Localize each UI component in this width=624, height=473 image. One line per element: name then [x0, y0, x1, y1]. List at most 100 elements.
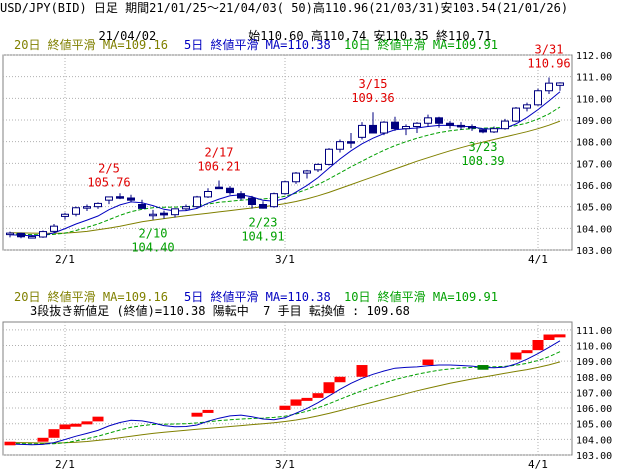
candle-body: [248, 197, 256, 205]
upper-y-tick-label: 103.00: [576, 246, 612, 257]
lower-y-tick-label: 105.00: [576, 420, 612, 431]
candle-body: [523, 104, 531, 109]
candle-body: [413, 122, 421, 127]
annotation-date: 2/10: [139, 227, 168, 241]
lower-y-tick-label: 106.00: [576, 404, 612, 415]
lower-y-tick-label: 104.00: [576, 435, 612, 446]
candle-body: [545, 82, 553, 92]
candle-body: [182, 206, 190, 210]
three-line-break-bar: [356, 365, 368, 377]
candle-body: [83, 206, 91, 209]
three-line-break-bar: [48, 429, 60, 438]
candle-body: [127, 197, 135, 201]
candle-body: [534, 90, 542, 106]
lower-x-tick-label: 2/1: [55, 458, 75, 471]
chart-title: USD/JPY(BID) 日足 期間21/01/25～21/04/03( 50)…: [0, 1, 569, 15]
candle-body: [468, 126, 476, 129]
candle-body: [50, 225, 58, 232]
three-line-break-bar: [4, 441, 16, 446]
upper-x-tick-label: 3/1: [275, 253, 295, 266]
candle-body: [39, 231, 47, 238]
ma10-line: [9, 106, 561, 236]
three-line-break-bar: [521, 350, 533, 354]
candle-body: [138, 204, 146, 209]
upper-y-tick-label: 108.00: [576, 138, 612, 149]
candle-body: [314, 163, 322, 171]
candle-body: [149, 213, 157, 217]
candle-body: [446, 122, 454, 126]
candle-body: [259, 204, 267, 209]
three-line-break-bar: [312, 393, 324, 398]
three-line-break-bar: [532, 339, 544, 351]
upper-y-tick-label: 107.00: [576, 159, 612, 170]
last-bar-info: 21/04/02 始110.60 高110.74 安110.35 終110.71: [0, 15, 491, 43]
candle-body: [270, 193, 278, 208]
three-line-break-bar: [334, 376, 346, 383]
candle-body: [435, 117, 443, 124]
three-line-break-bar: [279, 405, 291, 410]
annotation-value: 106.21: [197, 159, 240, 173]
lower-plot-frame: [2, 321, 573, 456]
annotation-value: 104.91: [241, 230, 284, 244]
upper-y-tick-label: 112.00: [576, 51, 612, 62]
lower-ma20-line: [9, 361, 561, 444]
candle-body: [226, 187, 234, 194]
candle-body: [369, 124, 377, 134]
three-line-break-bar: [81, 421, 93, 425]
lower-ma10-legend: 10日 終値平滑 MA=109.91: [344, 290, 498, 304]
candle-body: [116, 196, 124, 199]
lower-y-tick-label: 108.00: [576, 373, 612, 384]
lower-y-tick-label: 107.00: [576, 388, 612, 399]
three-line-break-info: 3段抜き新値足 (終値)=110.38 陽転中 7 手目 転換値 : 109.6…: [30, 304, 410, 318]
three-line-break-bar: [290, 399, 302, 406]
ma10-legend: 10日 終値平滑 MA=109.91: [344, 38, 498, 52]
candle-body: [490, 128, 498, 133]
candle-body: [292, 172, 300, 183]
three-line-break-bar: [59, 424, 71, 430]
three-line-break-bar: [92, 416, 104, 422]
annotation-date: 2/23: [249, 216, 278, 230]
candle-body: [215, 186, 223, 190]
upper-y-tick-label: 105.00: [576, 203, 612, 214]
candle-body: [512, 107, 520, 122]
candle-body: [336, 141, 344, 150]
three-line-break-bar: [510, 352, 522, 360]
candle-body: [6, 232, 14, 236]
last-date: 21/04/02: [98, 29, 157, 43]
candle-body: [380, 121, 388, 134]
candle-body: [347, 141, 355, 144]
candle-body: [61, 213, 69, 217]
annotation-date: 3/31: [535, 43, 564, 57]
annotation-value: 105.76: [87, 176, 130, 190]
lower-ma5-line: [9, 340, 561, 446]
three-line-break-bar: [554, 334, 566, 338]
candle-body: [94, 202, 102, 208]
annotation-date: 3/15: [359, 77, 388, 91]
candle-body: [556, 82, 564, 86]
upper-plot-frame: [2, 54, 573, 251]
lower-y-tick-label: 109.00: [576, 357, 612, 368]
annotation-value: 108.39: [461, 154, 504, 168]
upper-y-tick-label: 110.00: [576, 94, 612, 105]
three-line-break-bar: [422, 359, 434, 366]
three-line-break-bar: [543, 334, 555, 340]
three-line-break-bar: [37, 437, 49, 442]
candle-body: [193, 196, 201, 208]
upper-y-tick-label: 111.00: [576, 73, 612, 84]
upper-x-tick-label: 2/1: [55, 253, 75, 266]
three-line-break-bar: [477, 365, 489, 370]
ma20-legend: 20日 終値平滑 MA=109.16: [14, 38, 168, 52]
lower-y-tick-label: 103.00: [576, 451, 612, 462]
lower-y-tick-label: 110.00: [576, 341, 612, 352]
candle-body: [358, 124, 366, 138]
candle-body: [28, 236, 36, 239]
three-line-break-bar: [323, 382, 335, 394]
upper-y-tick-label: 106.00: [576, 181, 612, 192]
lower-x-tick-label: 4/1: [528, 458, 548, 471]
annotation-value: 109.36: [351, 91, 394, 105]
candle-body: [479, 129, 487, 133]
last-ohlc: 始110.60 高110.74 安110.35 終110.71: [248, 29, 492, 43]
three-line-break-bar: [202, 409, 214, 413]
candle-body: [457, 124, 465, 128]
